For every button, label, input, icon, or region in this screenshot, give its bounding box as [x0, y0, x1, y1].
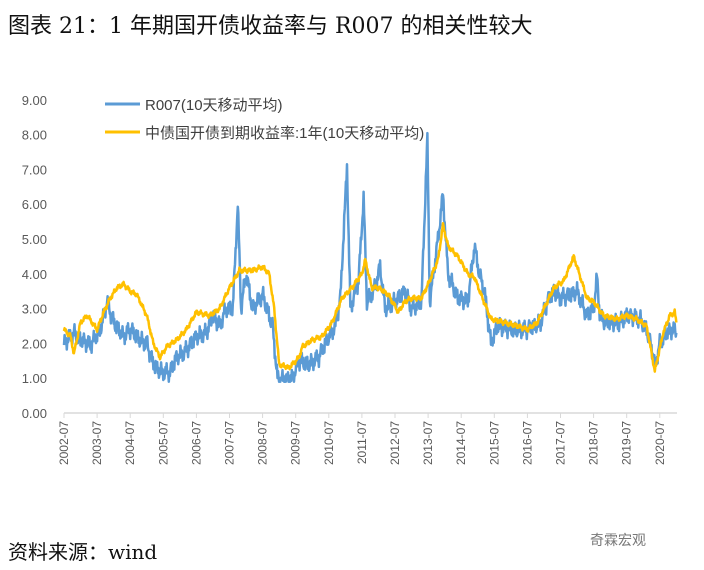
legend-label: R007(10天移动平均)	[145, 97, 283, 114]
x-tick-label: 2018-07	[587, 421, 601, 465]
x-tick-label: 2008-07	[256, 421, 270, 465]
x-tick-label: 2011-07	[355, 421, 369, 464]
x-tick-label: 2003-07	[90, 421, 104, 465]
watermark: 奇霖宏观	[590, 533, 646, 549]
legend-label: 中债国开债到期收益率:1年(10天移动平均)	[145, 125, 424, 142]
y-tick-label: 4.00	[22, 267, 47, 282]
y-tick-label: 5.00	[22, 232, 47, 247]
x-tick-label: 2007-07	[223, 421, 237, 465]
x-tick-label: 2013-07	[421, 421, 435, 465]
y-tick-label: 0.00	[22, 406, 47, 421]
x-tick-label: 2006-07	[189, 421, 203, 465]
y-tick-label: 9.00	[22, 93, 47, 108]
x-tick-label: 2010-07	[322, 421, 336, 465]
x-tick-label: 2004-07	[123, 421, 137, 465]
x-tick-label: 2016-07	[520, 421, 534, 465]
series-line-r007	[62, 131, 678, 383]
source-note: 资料来源：wind	[8, 540, 158, 564]
x-tick-label: 2015-07	[487, 421, 501, 465]
y-tick-label: 8.00	[22, 128, 47, 143]
y-tick-label: 3.00	[22, 302, 47, 317]
y-tick-label: 7.00	[22, 162, 47, 177]
x-tick-label: 2019-07	[620, 421, 634, 465]
figure-title: 图表 21：1 年期国开债收益率与 R007 的相关性较大	[8, 14, 533, 39]
series-line-cdb-1y	[62, 222, 678, 373]
y-tick-label: 6.00	[22, 197, 47, 212]
x-tick-label: 2020-07	[653, 421, 667, 465]
y-tick-label: 2.00	[22, 336, 47, 351]
x-tick-label: 2009-07	[289, 421, 303, 465]
x-tick-label: 2002-07	[57, 421, 71, 465]
x-tick-label: 2014-07	[454, 421, 468, 465]
x-tick-label: 2005-07	[156, 421, 170, 465]
y-tick-label: 1.00	[22, 371, 47, 386]
x-tick-label: 2012-07	[388, 421, 402, 465]
x-tick-label: 2017-07	[554, 421, 568, 465]
